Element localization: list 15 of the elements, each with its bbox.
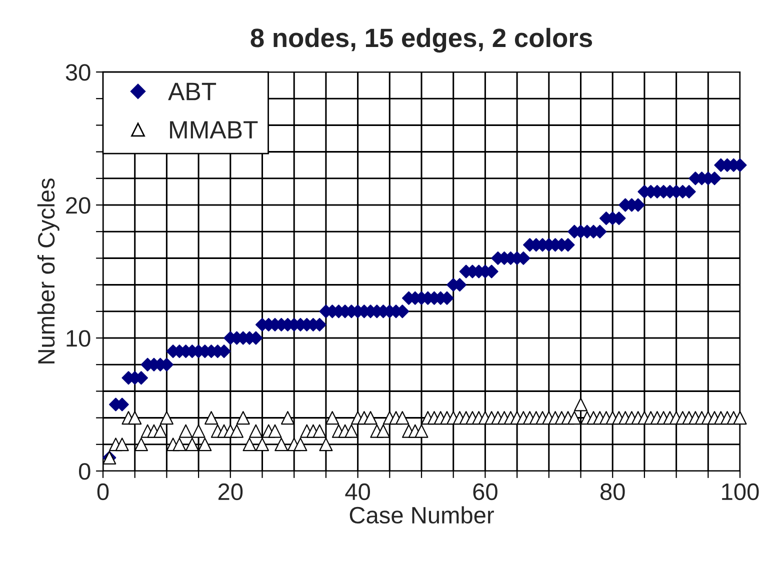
x-tick-label: 80: [600, 483, 625, 500]
x-tick-label: 0: [97, 483, 109, 500]
chart-title: 8 nodes, 15 edges, 2 colors: [250, 28, 592, 53]
legend-label: ABT: [168, 82, 216, 100]
y-tick-label: 0: [78, 463, 90, 480]
x-tick-label: 40: [345, 483, 370, 500]
y-tick-label: 10: [66, 330, 90, 347]
x-tick-label: 100: [722, 483, 759, 500]
x-tick-label: 20: [218, 483, 243, 500]
legend-label: MMABT: [170, 121, 258, 138]
x-axis-title: Case Number: [350, 506, 494, 524]
y-tick-label: 20: [66, 197, 90, 214]
y-axis-title: Number of Cycles: [37, 178, 60, 364]
x-tick-label: 60: [473, 483, 498, 500]
y-tick-label: 30: [66, 64, 90, 81]
